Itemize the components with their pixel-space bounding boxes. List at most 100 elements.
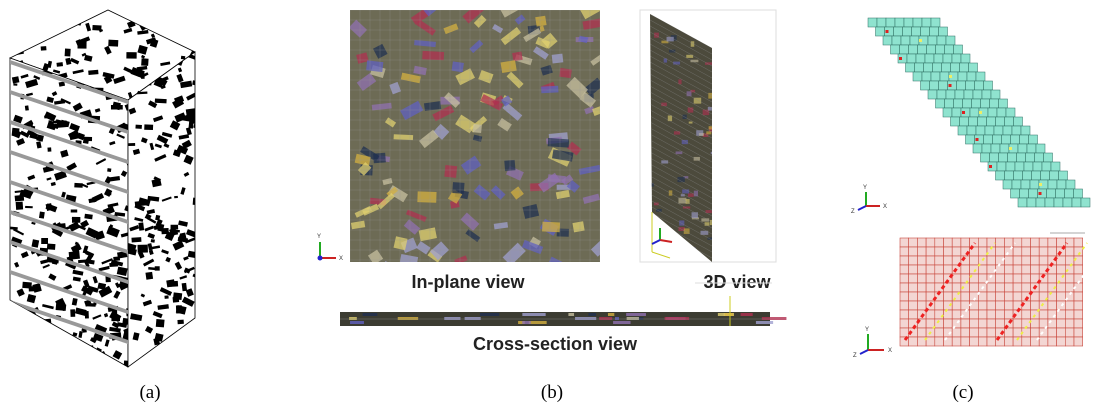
texture — [917, 292, 926, 301]
panel-label: (a) — [139, 382, 160, 403]
texture — [944, 247, 953, 256]
texture — [686, 55, 693, 58]
texture — [1033, 162, 1042, 171]
texture — [1041, 171, 1050, 180]
texture — [1000, 144, 1009, 153]
texture — [954, 99, 963, 108]
texture — [678, 79, 681, 84]
texture — [961, 265, 970, 274]
view-title: Cross-section view — [473, 334, 638, 354]
texture — [180, 28, 189, 31]
texture — [694, 191, 698, 197]
texture — [987, 238, 996, 247]
texture — [131, 237, 141, 242]
texture — [991, 90, 1000, 99]
texture — [1036, 144, 1045, 153]
texture — [944, 292, 953, 301]
texture — [987, 310, 996, 319]
texture — [989, 165, 992, 168]
texture — [877, 18, 886, 27]
texture — [588, 313, 596, 316]
texture — [1057, 283, 1066, 292]
texture — [961, 54, 970, 63]
texture — [916, 54, 925, 63]
texture — [8, 356, 20, 366]
texture — [972, 99, 981, 108]
texture — [978, 319, 987, 328]
texture — [973, 90, 982, 99]
texture — [943, 108, 952, 117]
texture — [104, 363, 114, 371]
texture — [1065, 310, 1074, 319]
texture — [124, 361, 128, 367]
texture — [1072, 198, 1081, 207]
texture — [900, 283, 909, 292]
texture — [1057, 180, 1066, 189]
texture — [891, 45, 900, 54]
texture — [913, 18, 922, 27]
texture — [398, 317, 418, 320]
texture — [613, 321, 630, 324]
texture — [935, 337, 944, 346]
texture — [940, 72, 949, 81]
texture — [937, 36, 946, 45]
texture — [961, 256, 970, 265]
texture — [909, 238, 918, 247]
texture — [1074, 265, 1083, 274]
texture — [669, 190, 673, 195]
texture — [1065, 265, 1074, 274]
texture — [615, 317, 619, 320]
texture — [900, 328, 909, 337]
texture — [1065, 256, 1074, 265]
texture — [868, 18, 877, 27]
texture — [164, 359, 175, 365]
texture — [741, 313, 753, 316]
texture — [422, 51, 444, 60]
texture — [89, 360, 94, 363]
texture — [999, 153, 1008, 162]
texture — [711, 152, 716, 154]
texture — [157, 19, 169, 27]
texture — [42, 362, 48, 367]
texture — [930, 81, 939, 90]
texture — [999, 99, 1008, 108]
texture — [996, 310, 1005, 319]
texture — [1022, 265, 1031, 274]
texture — [935, 301, 944, 310]
texture — [144, 124, 153, 130]
texture — [535, 16, 546, 27]
texture — [925, 54, 934, 63]
texture — [696, 130, 703, 136]
texture — [913, 72, 922, 81]
texture — [188, 348, 196, 355]
texture — [1012, 180, 1021, 189]
texture — [676, 151, 683, 154]
texture — [1013, 265, 1022, 274]
texture — [1005, 171, 1014, 180]
texture — [1003, 180, 1012, 189]
texture — [174, 196, 178, 198]
texture — [1065, 301, 1074, 310]
texture — [41, 238, 48, 244]
texture — [1050, 171, 1059, 180]
texture — [1065, 337, 1074, 346]
texture — [900, 247, 909, 256]
texture — [1020, 189, 1029, 198]
texture — [996, 171, 1005, 180]
axis-triad — [652, 228, 672, 244]
texture — [1014, 171, 1023, 180]
axis-label: Y — [317, 234, 321, 240]
texture — [976, 138, 979, 141]
texture — [991, 144, 1000, 153]
texture — [541, 86, 558, 93]
texture — [944, 337, 953, 346]
texture — [1004, 265, 1013, 274]
texture — [966, 81, 975, 90]
texture — [44, 365, 48, 368]
texture — [29, 319, 38, 326]
texture — [654, 203, 659, 206]
texture — [946, 36, 955, 45]
texture — [928, 90, 937, 99]
texture — [1065, 238, 1074, 247]
texture — [951, 63, 960, 72]
